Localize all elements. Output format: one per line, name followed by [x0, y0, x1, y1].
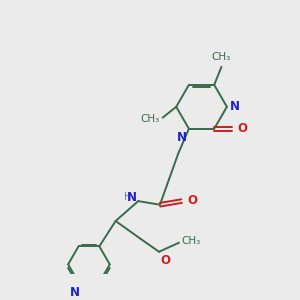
Text: N: N — [127, 191, 137, 204]
Text: O: O — [238, 122, 248, 135]
Text: CH₃: CH₃ — [212, 52, 231, 62]
Text: N: N — [177, 131, 187, 145]
Text: N: N — [70, 286, 80, 299]
Text: O: O — [187, 194, 197, 207]
Text: CH₃: CH₃ — [182, 236, 201, 246]
Text: CH₃: CH₃ — [141, 115, 160, 124]
Text: H: H — [124, 193, 131, 202]
Text: O: O — [161, 254, 171, 268]
Text: N: N — [230, 100, 240, 113]
